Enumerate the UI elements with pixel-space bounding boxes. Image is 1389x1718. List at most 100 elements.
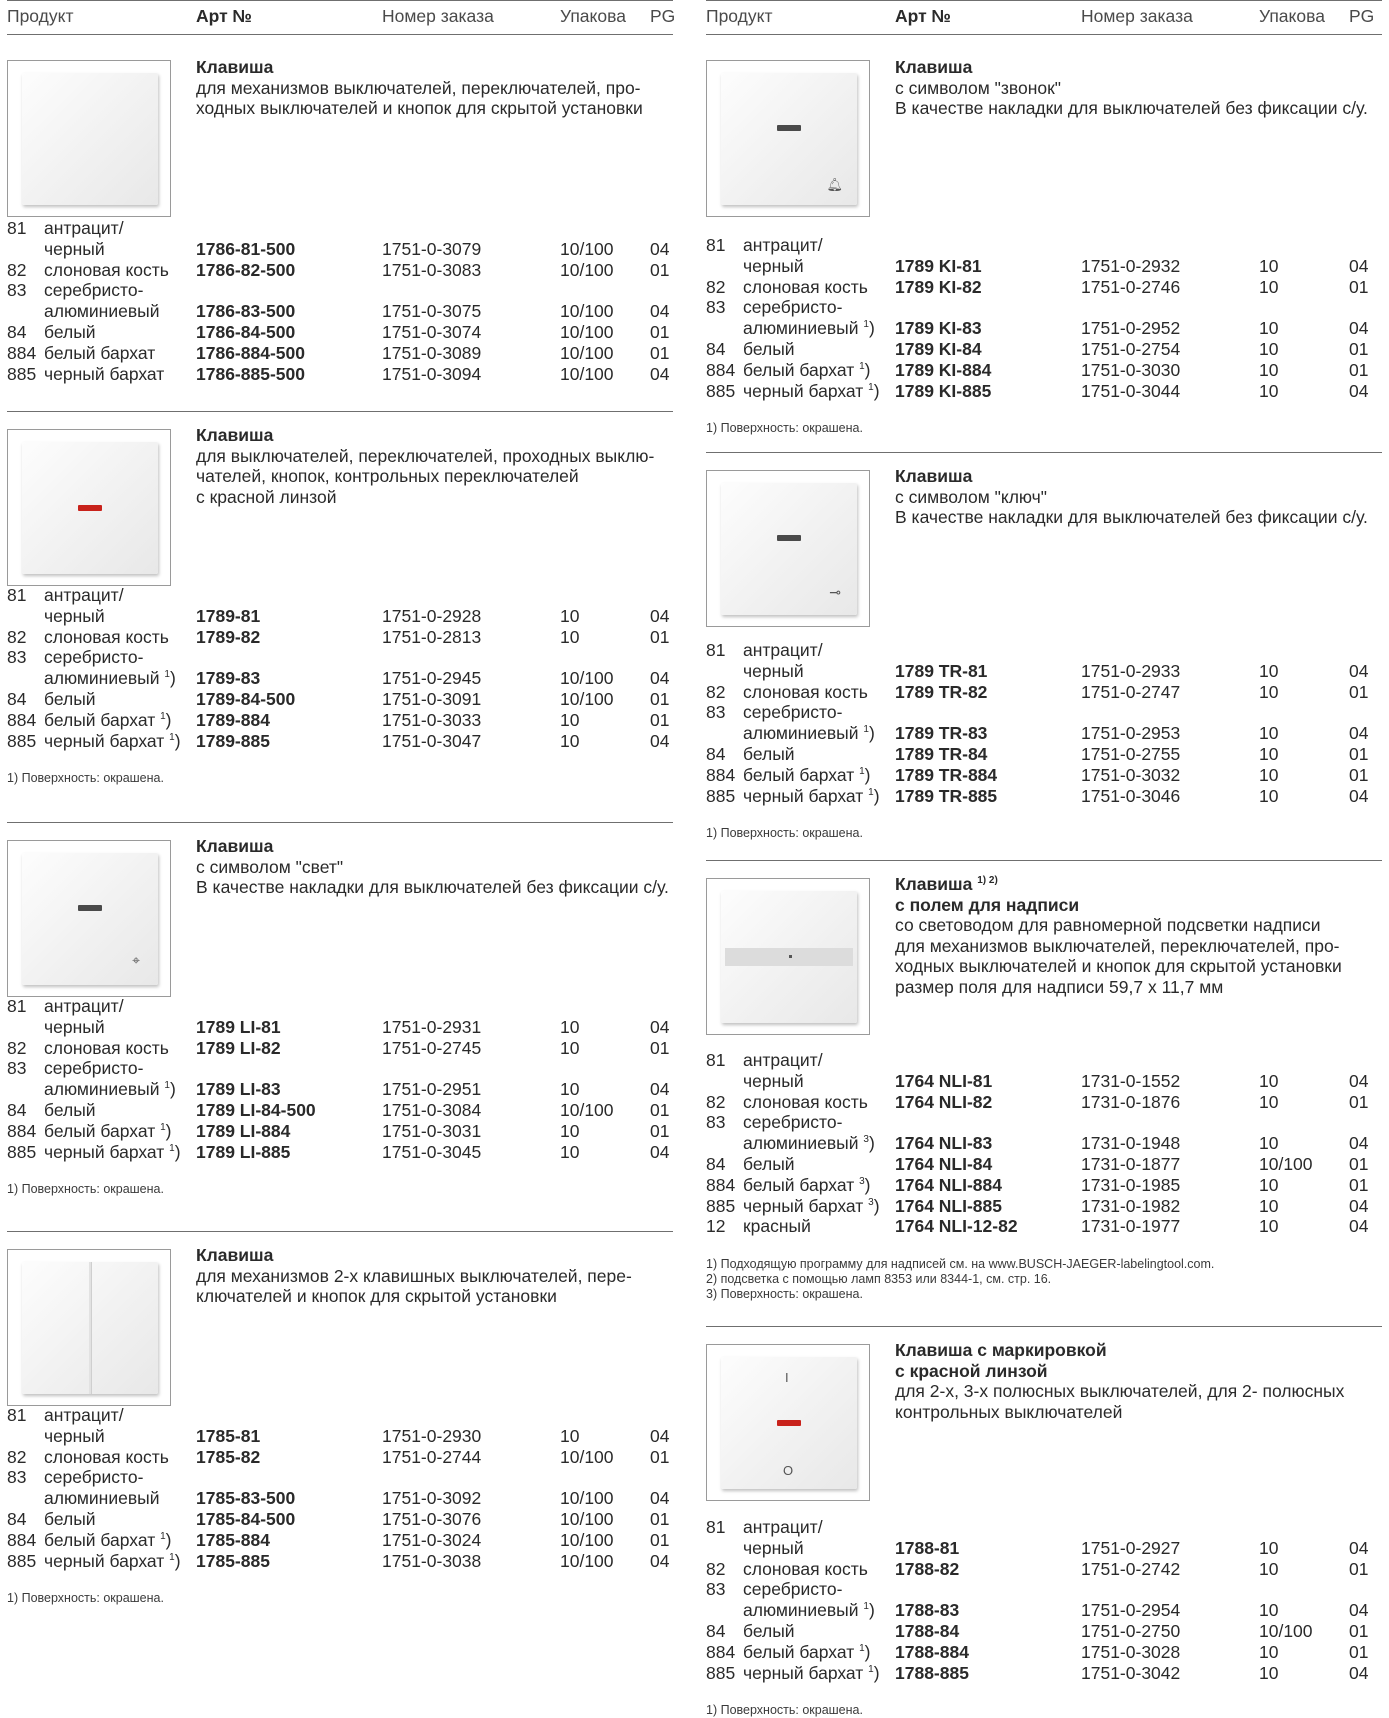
cell-code: 885 [706, 786, 735, 807]
cell-code: 884 [7, 1530, 36, 1551]
cell-order-text: 1751-0-3083 [382, 259, 482, 280]
cell-art: 1789 KI-82 [895, 277, 982, 298]
bell-symbol-rocker-icon: 🔔︎ [721, 73, 857, 205]
cell-pack: 10 [1259, 723, 1278, 744]
cell-pg: 04 [1349, 1538, 1368, 1559]
cell-name: красный [743, 1216, 811, 1237]
header-art: Арт № [196, 6, 253, 26]
cell-pg-text: 01 [650, 322, 670, 342]
cell-order-text: 1751-0-2945 [382, 668, 482, 689]
cell-pg-text: 04 [1349, 785, 1369, 806]
cell-pack-text: 10 [1259, 255, 1279, 276]
cell-name-text: белый бархат [743, 359, 855, 380]
cell-name: алюминиевый 1) [743, 1600, 875, 1621]
cell-pg-text: 01 [1349, 1621, 1369, 1641]
cell-name: черный бархат 1) [743, 1662, 880, 1683]
double-rocker-icon [22, 1262, 158, 1394]
cell-code-text: 83 [7, 1467, 27, 1488]
header-order: Номер заказа [382, 6, 494, 26]
footnote-ref: 1 [169, 1551, 175, 1563]
product-description-text: для механизмов выключателей, переключате… [196, 77, 643, 119]
cell-name: черный [44, 1426, 105, 1447]
cell-code-text: 884 [706, 1641, 736, 1662]
cell-order: 1731-0-1985 [1081, 1175, 1180, 1196]
cell-name-text: серебристо- [44, 647, 144, 668]
cell-order: 1731-0-1877 [1081, 1154, 1180, 1175]
cell-name-text: алюминиевый [44, 1079, 160, 1100]
red-lens-rocker-icon [22, 442, 158, 574]
cell-art: 1786-82-500 [196, 260, 295, 281]
cell-order-text: 1751-0-2930 [382, 1425, 482, 1446]
cell-art-text: 1786-84-500 [196, 322, 296, 342]
cell-code-text: 82 [706, 276, 726, 297]
cell-name: антрацит/ [743, 1517, 823, 1538]
table-row: черный 1789 LI-81 1751-0-2931 10 04 [7, 1017, 673, 1038]
cell-order-text: 1731-0-1977 [1081, 1216, 1181, 1237]
cell-order-text: 1751-0-3030 [1081, 359, 1181, 380]
table-row: 884 белый бархат 1) 1789 LI-884 1751-0-3031… [7, 1121, 673, 1142]
cell-pg-text: 04 [1349, 660, 1369, 681]
table-row: 84 белый 1789-84-500 1751-0-3091 10/100 01 [7, 689, 673, 710]
cell-pg-text: 01 [1349, 359, 1369, 380]
cell-pg: 01 [650, 343, 669, 364]
cell-code-text: 884 [706, 1174, 736, 1195]
product-description: Клавиша для выключателей, переключателей,… [196, 425, 654, 507]
cell-name-text: белый [44, 689, 96, 709]
cell-pg: 04 [1349, 381, 1368, 402]
cell-order-text: 1751-0-2747 [1081, 681, 1181, 702]
cell-order-text: 1751-0-3074 [382, 322, 482, 342]
cell-pg-text: 04 [1349, 255, 1369, 276]
cell-pg: 01 [650, 322, 669, 343]
cell-art: 1785-884 [196, 1530, 270, 1551]
cell-order: 1751-0-2742 [1081, 1559, 1180, 1580]
cell-name-text: серебристо- [743, 1112, 843, 1133]
cell-code: 885 [706, 381, 735, 402]
table-row: 81 антрацит/ [7, 218, 673, 239]
cell-art: 1786-885-500 [196, 364, 305, 385]
table-row: 884 белый бархат 1) 1788-884 1751-0-3028 10 0… [706, 1642, 1382, 1663]
cell-pg: 01 [650, 1121, 669, 1142]
cell-pg-text: 01 [1349, 276, 1369, 297]
cell-name-text: белый [743, 339, 795, 359]
cell-order: 1751-0-2744 [382, 1447, 481, 1468]
cell-order: 1751-0-2945 [382, 668, 481, 689]
off-mark-icon: O [783, 1463, 794, 1478]
cell-order: 1731-0-1552 [1081, 1071, 1180, 1092]
cell-pg: 04 [1349, 318, 1368, 339]
cell-pack-text: 10 [1259, 1216, 1279, 1237]
cell-code: 82 [7, 1447, 26, 1468]
cell-code: 81 [706, 1517, 725, 1538]
cell-pack: 10 [560, 731, 579, 752]
cell-name-text: черный [44, 1016, 105, 1037]
red-lens [78, 505, 102, 511]
cell-order-text: 1751-0-2928 [382, 605, 482, 626]
cell-code-text: 82 [7, 626, 27, 647]
cell-pack-text: 10/100 [560, 322, 614, 342]
footnote: 3) Поверхность: окрашена. [706, 1287, 863, 1302]
bell-icon: 🔔︎ [826, 177, 843, 192]
cell-art: 1785-83-500 [196, 1488, 295, 1509]
cell-pack-text: 10 [1259, 1133, 1279, 1154]
cell-order: 1751-0-2951 [382, 1079, 481, 1100]
cell-code-text: 885 [706, 1195, 736, 1216]
cell-code: 81 [706, 640, 725, 661]
cell-name-text: серебристо- [743, 1579, 843, 1600]
cell-pg-text: 01 [1349, 1091, 1369, 1112]
cell-name-text: белый бархат [44, 1120, 156, 1141]
cell-order: 1751-0-2952 [1081, 318, 1180, 339]
cell-name: антрацит/ [44, 1405, 124, 1426]
cell-code-text: 885 [7, 363, 37, 384]
table-row: 884 белый бархат 1) 1785-884 1751-0-3024 10/… [7, 1530, 673, 1551]
cell-pg: 01 [650, 689, 669, 710]
cell-pg-text: 04 [650, 1141, 670, 1162]
cell-order-text: 1751-0-3045 [382, 1141, 482, 1162]
cell-pg-text: 04 [650, 1079, 670, 1100]
cell-order-text: 1731-0-1552 [1081, 1070, 1181, 1091]
cell-pg: 04 [650, 606, 669, 627]
cell-art: 1785-81 [196, 1426, 260, 1447]
cell-order-text: 1751-0-2754 [1081, 339, 1181, 359]
product-section: Клавиша 1) 2) с полем для надписи со свето… [706, 860, 1382, 1301]
product-title-text: Клавиша [895, 466, 973, 486]
product-section: I O Клавиша с маркировкой с красной линзой д… [706, 1326, 1382, 1717]
